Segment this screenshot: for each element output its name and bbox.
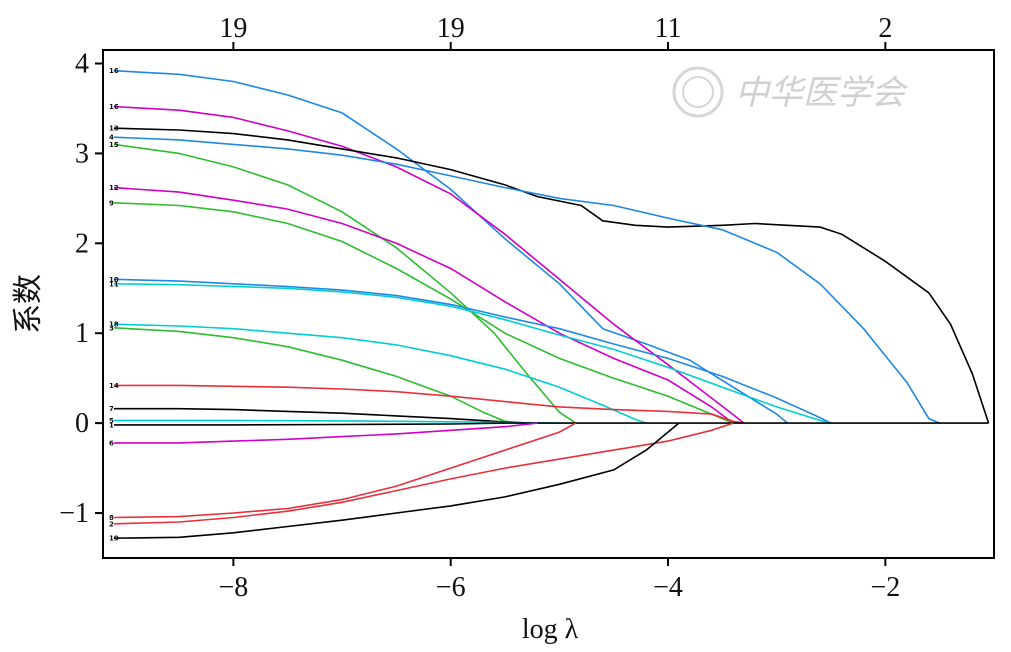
- series-label-18-9: 18: [109, 321, 119, 329]
- series-layer: [113, 69, 990, 539]
- series-label-16-1: 16: [109, 103, 119, 111]
- y-axis-ticks: −1 0 1 2 3 4: [59, 48, 103, 529]
- series-label-5-13: 5: [109, 417, 114, 425]
- series-label-2-17: 2: [109, 520, 114, 528]
- x-tick-label: −8: [218, 572, 248, 603]
- watermark-seal-icon: [672, 66, 724, 118]
- watermark: 中华医学会: [672, 66, 909, 118]
- top-tick-label: 19: [219, 13, 247, 44]
- series-label-16-0: 16: [109, 67, 119, 75]
- series-line-9-6: [113, 202, 734, 424]
- x-axis-ticks: −8 −6 −4 −2: [218, 558, 900, 603]
- series-label-12-5: 12: [109, 184, 119, 192]
- series-label-19-18: 19: [109, 535, 119, 543]
- series-label-3-10: 3: [109, 324, 114, 332]
- series-line-1-14: [113, 422, 989, 426]
- x-tick-label: −4: [653, 572, 683, 603]
- y-tick-label: 0: [75, 408, 89, 439]
- top-tick-label: 11: [655, 13, 682, 44]
- series-line-3-10: [113, 327, 527, 424]
- top-axis-ticks: 19 19 11 2: [219, 13, 892, 50]
- x-tick-label: −6: [436, 572, 466, 603]
- series-line-18-9: [113, 323, 647, 424]
- series-label-6-15: 6: [109, 439, 114, 447]
- top-tick-label: 2: [878, 13, 892, 44]
- series-line-16-1: [113, 105, 745, 424]
- series-line-11-8: [113, 283, 832, 424]
- series-label-7-12: 7: [109, 405, 114, 413]
- top-tick-label: 19: [437, 13, 465, 44]
- series-line-12-5: [113, 186, 734, 424]
- y-tick-label: 4: [75, 48, 89, 79]
- series-label-11-8: 11: [109, 280, 119, 288]
- y-tick-label: 2: [75, 228, 89, 259]
- series-line-14-11: [113, 384, 745, 424]
- series-label-4-3: 4: [109, 134, 114, 142]
- series-line-15-4: [113, 143, 577, 424]
- series-label-10-7: 10: [109, 276, 119, 284]
- plot-frame: [102, 49, 995, 559]
- series-label-8-16: 8: [109, 514, 114, 522]
- series-line-8-16: [113, 422, 577, 519]
- series-line-10-7: [113, 278, 832, 424]
- series-line-19-18: [113, 422, 680, 539]
- series-line-2-17: [113, 422, 734, 525]
- series-line-6-15: [113, 422, 538, 444]
- series-line-7-12: [113, 407, 527, 424]
- x-axis-title: log λ: [522, 614, 579, 645]
- series-label-1-14: 1: [109, 421, 114, 429]
- y-tick-label: −1: [59, 498, 89, 529]
- series-label-14-11: 14: [109, 382, 119, 390]
- series-label-15-4: 15: [109, 141, 119, 149]
- y-tick-label: 3: [75, 138, 89, 169]
- x-tick-label: −2: [870, 572, 900, 603]
- series-line-4-3: [113, 136, 941, 424]
- series-label-13-2: 13: [109, 125, 119, 133]
- series-line-13-2: [113, 127, 990, 424]
- watermark-text: 中华医学会: [735, 73, 909, 113]
- series-label-9-6: 9: [109, 199, 114, 207]
- y-axis-title: 系数: [11, 274, 46, 334]
- series-line-16-0: [113, 69, 789, 424]
- y-tick-label: 1: [75, 318, 89, 349]
